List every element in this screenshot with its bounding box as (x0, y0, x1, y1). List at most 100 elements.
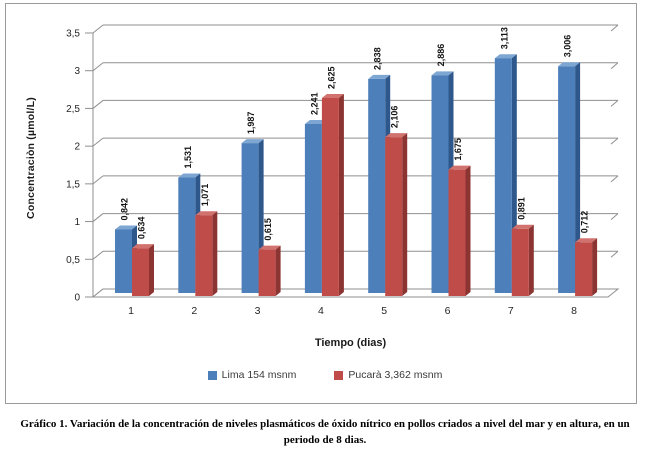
bar-top-face (385, 133, 408, 138)
bar-series0-day2 (178, 177, 196, 293)
y-tick-label: 3 (74, 66, 80, 77)
gridline-depth-joint (92, 137, 104, 147)
bar-top-face (195, 211, 218, 216)
bar-series1-day4 (321, 98, 339, 296)
bar-side-face (275, 245, 281, 296)
bar-series0-day5 (368, 78, 386, 293)
bar-series0-day7 (494, 58, 512, 293)
bar-value-label: 2,625 (326, 66, 336, 89)
bar-value-label: 0,634 (137, 217, 147, 240)
bar-series1-day8 (575, 242, 593, 296)
legend-swatch-pucara (334, 370, 344, 380)
bar-series0-day8 (558, 66, 576, 293)
bar-side-face (465, 165, 471, 296)
x-category-label: 6 (445, 305, 451, 317)
gridline-end-joint (610, 100, 619, 107)
y-axis-title: Concentraciòn (µmol/L) (25, 97, 37, 219)
legend-item-pucara: Pucarà 3,362 msnm (334, 369, 442, 381)
bar-series1-day6 (448, 169, 466, 296)
bar-value-label: 2,241 (309, 92, 319, 115)
x-category-label: 2 (191, 305, 197, 317)
figure-caption: Gráfico 1. Variación de la concentración… (20, 418, 630, 446)
gridline-end-joint (610, 62, 619, 70)
bar-side-face (528, 224, 534, 296)
bar-top-face (241, 139, 264, 144)
bar-value-label: 0,712 (580, 211, 590, 234)
legend-swatch-lima (207, 370, 217, 380)
bar-side-face (402, 133, 408, 296)
x-axis-title: Tiempo (dias) (314, 337, 387, 349)
y-tick-label: 1 (74, 217, 80, 228)
y-tick-label: 3,5 (66, 29, 80, 40)
gridline-depth-joint (92, 250, 104, 260)
bar-top-face (511, 224, 534, 229)
bar-series0-day6 (431, 75, 449, 293)
bar-value-label: 0,891 (516, 197, 526, 220)
bar-top-face (494, 54, 517, 59)
gridline-depth-joint (92, 100, 104, 109)
y-tick-label: 0,5 (66, 255, 80, 266)
bar-value-label: 2,838 (373, 47, 383, 70)
legend-item-lima: Lima 154 msnm (207, 369, 297, 381)
bar-side-face (575, 62, 581, 293)
bar-value-label: 2,886 (436, 44, 446, 67)
bar-top-face (321, 94, 344, 98)
bar-value-label: 0,615 (263, 218, 273, 241)
gridline-end-joint (610, 24, 619, 32)
bar-value-label: 2,106 (390, 106, 400, 129)
bar-side-face (149, 244, 154, 296)
x-category-label: 7 (508, 305, 514, 317)
legend-label-lima: Lima 154 msnm (221, 369, 297, 381)
gridline-depth-joint (92, 213, 104, 222)
gridline-end-joint (610, 250, 619, 258)
gridline-depth-joint (92, 24, 104, 34)
bar-top-face (558, 62, 581, 67)
bar-series1-day3 (258, 249, 276, 296)
x-category-label: 3 (255, 305, 261, 317)
gridline-depth-joint (92, 175, 104, 185)
bar-value-label: 0,842 (120, 198, 130, 221)
bar-top-face (115, 225, 137, 230)
x-category-label: 4 (318, 305, 324, 317)
bar-top-face (258, 245, 281, 250)
plot-floor (91, 288, 620, 298)
legend: Lima 154 msnm Pucarà 3,362 msnm (0, 369, 650, 381)
bar-top-face (431, 71, 454, 76)
bar-series1-day5 (385, 137, 403, 296)
bar-value-label: 3,006 (563, 35, 573, 58)
gridline-end-joint (610, 213, 619, 220)
legend-label-pucara: Pucarà 3,362 msnm (348, 369, 443, 381)
bar-series1-day2 (195, 215, 213, 296)
bar-series0-day3 (241, 143, 259, 293)
y-tick-label: 2 (74, 142, 80, 153)
bar-top-face (575, 238, 598, 243)
bar-value-label: 1,071 (200, 184, 210, 207)
bar-side-face (338, 94, 344, 296)
bar-series0-day4 (304, 123, 322, 293)
bar-top-face (304, 119, 327, 124)
bar-series0-day1 (115, 229, 132, 293)
bar-value-label: 1,987 (246, 112, 256, 135)
x-category-label: 8 (571, 305, 577, 317)
y-tick-label: 1,5 (66, 179, 80, 190)
bar-series1-day1 (132, 248, 149, 296)
bar-value-label: 1,531 (183, 146, 193, 169)
gridline-depth-joint (92, 62, 104, 72)
bar-series1-day7 (511, 228, 529, 296)
bar-top-face (132, 244, 154, 249)
bar-top-face (178, 173, 201, 178)
gridline-end-joint (610, 175, 619, 183)
bar-value-label: 1,675 (453, 138, 463, 161)
x-category-label: 1 (128, 305, 134, 317)
bar-top-face (448, 165, 471, 170)
y-tick-label: 2,5 (66, 104, 80, 115)
bar-side-face (592, 238, 598, 296)
bar-value-label: 3,113 (499, 27, 509, 49)
x-category-label: 5 (381, 305, 387, 317)
bar-top-face (368, 74, 391, 79)
gridline-end-joint (610, 137, 619, 145)
bar-side-face (212, 211, 218, 296)
y-tick-label: 0 (74, 293, 80, 304)
